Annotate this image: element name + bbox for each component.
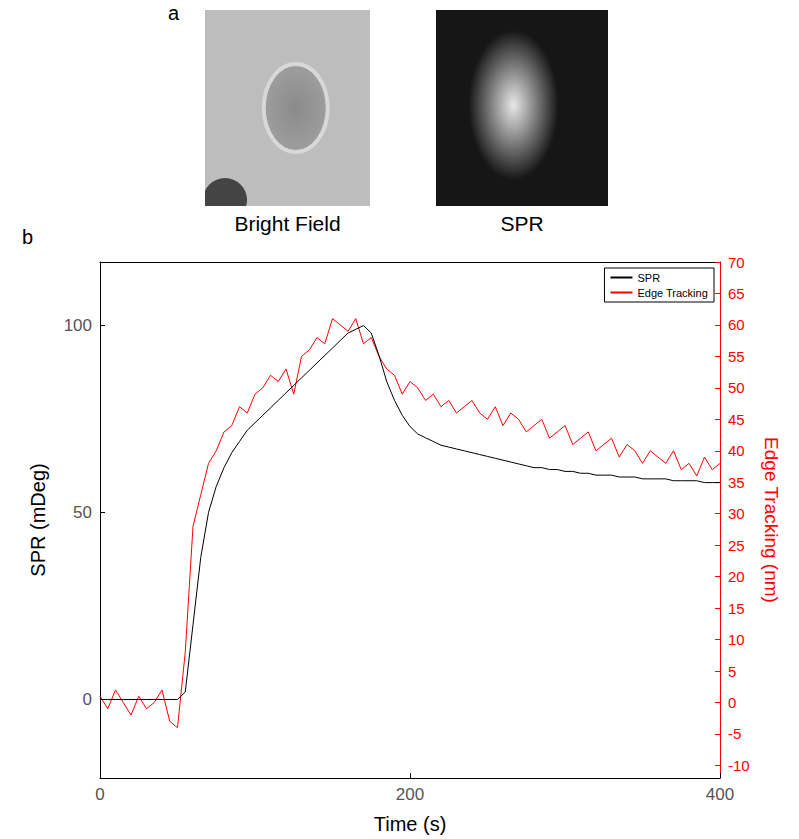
svg-text:20: 20 — [728, 568, 745, 585]
svg-text:65: 65 — [728, 285, 745, 302]
svg-text:Edge Tracking: Edge Tracking — [637, 287, 707, 299]
svg-text:45: 45 — [728, 411, 745, 428]
svg-text:0: 0 — [728, 694, 736, 711]
svg-text:30: 30 — [728, 505, 745, 522]
svg-text:SPR: SPR — [637, 272, 660, 284]
svg-text:0: 0 — [83, 690, 92, 709]
svg-text:50: 50 — [728, 379, 745, 396]
svg-text:15: 15 — [728, 600, 745, 617]
svg-text:35: 35 — [728, 474, 745, 491]
html-text:SPR: SPR — [500, 212, 544, 235]
svg-text:5: 5 — [728, 663, 736, 680]
svg-text:55: 55 — [728, 348, 745, 365]
svg-text:Edge Tracking (nm): Edge Tracking (nm) — [761, 437, 782, 603]
svg-text:Time (s): Time (s) — [374, 813, 447, 835]
svg-text:0: 0 — [95, 785, 104, 804]
svg-text:25: 25 — [728, 537, 745, 554]
html-text:b: b — [22, 226, 34, 248]
svg-text:100: 100 — [64, 316, 92, 335]
svg-text:SPR (mDeg): SPR (mDeg) — [27, 463, 49, 576]
svg-text:10: 10 — [728, 631, 745, 648]
svg-text:70: 70 — [728, 254, 745, 271]
svg-text:40: 40 — [728, 442, 745, 459]
svg-text:60: 60 — [728, 316, 745, 333]
svg-text:-10: -10 — [728, 757, 750, 774]
html-text:Bright Field: Bright Field — [234, 212, 341, 235]
svg-text:200: 200 — [396, 785, 424, 804]
svg-text:400: 400 — [706, 785, 734, 804]
html-text:a: a — [168, 2, 180, 24]
svg-text:50: 50 — [73, 503, 92, 522]
svg-text:-5: -5 — [728, 725, 741, 742]
